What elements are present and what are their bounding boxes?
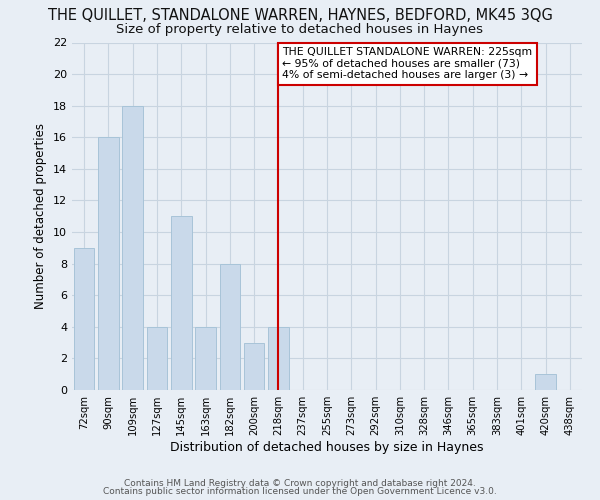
Bar xyxy=(122,106,143,390)
X-axis label: Distribution of detached houses by size in Haynes: Distribution of detached houses by size … xyxy=(170,441,484,454)
Bar xyxy=(171,216,191,390)
Text: Contains public sector information licensed under the Open Government Licence v3: Contains public sector information licen… xyxy=(103,487,497,496)
Text: THE QUILLET STANDALONE WARREN: 225sqm
← 95% of detached houses are smaller (73)
: THE QUILLET STANDALONE WARREN: 225sqm ← … xyxy=(282,47,532,80)
Bar xyxy=(535,374,556,390)
Bar xyxy=(220,264,240,390)
Text: Contains HM Land Registry data © Crown copyright and database right 2024.: Contains HM Land Registry data © Crown c… xyxy=(124,478,476,488)
Bar xyxy=(195,327,216,390)
Text: THE QUILLET, STANDALONE WARREN, HAYNES, BEDFORD, MK45 3QG: THE QUILLET, STANDALONE WARREN, HAYNES, … xyxy=(47,8,553,22)
Bar xyxy=(244,342,265,390)
Bar xyxy=(268,327,289,390)
Bar xyxy=(146,327,167,390)
Bar xyxy=(98,138,119,390)
Bar xyxy=(74,248,94,390)
Text: Size of property relative to detached houses in Haynes: Size of property relative to detached ho… xyxy=(116,22,484,36)
Y-axis label: Number of detached properties: Number of detached properties xyxy=(34,123,47,309)
